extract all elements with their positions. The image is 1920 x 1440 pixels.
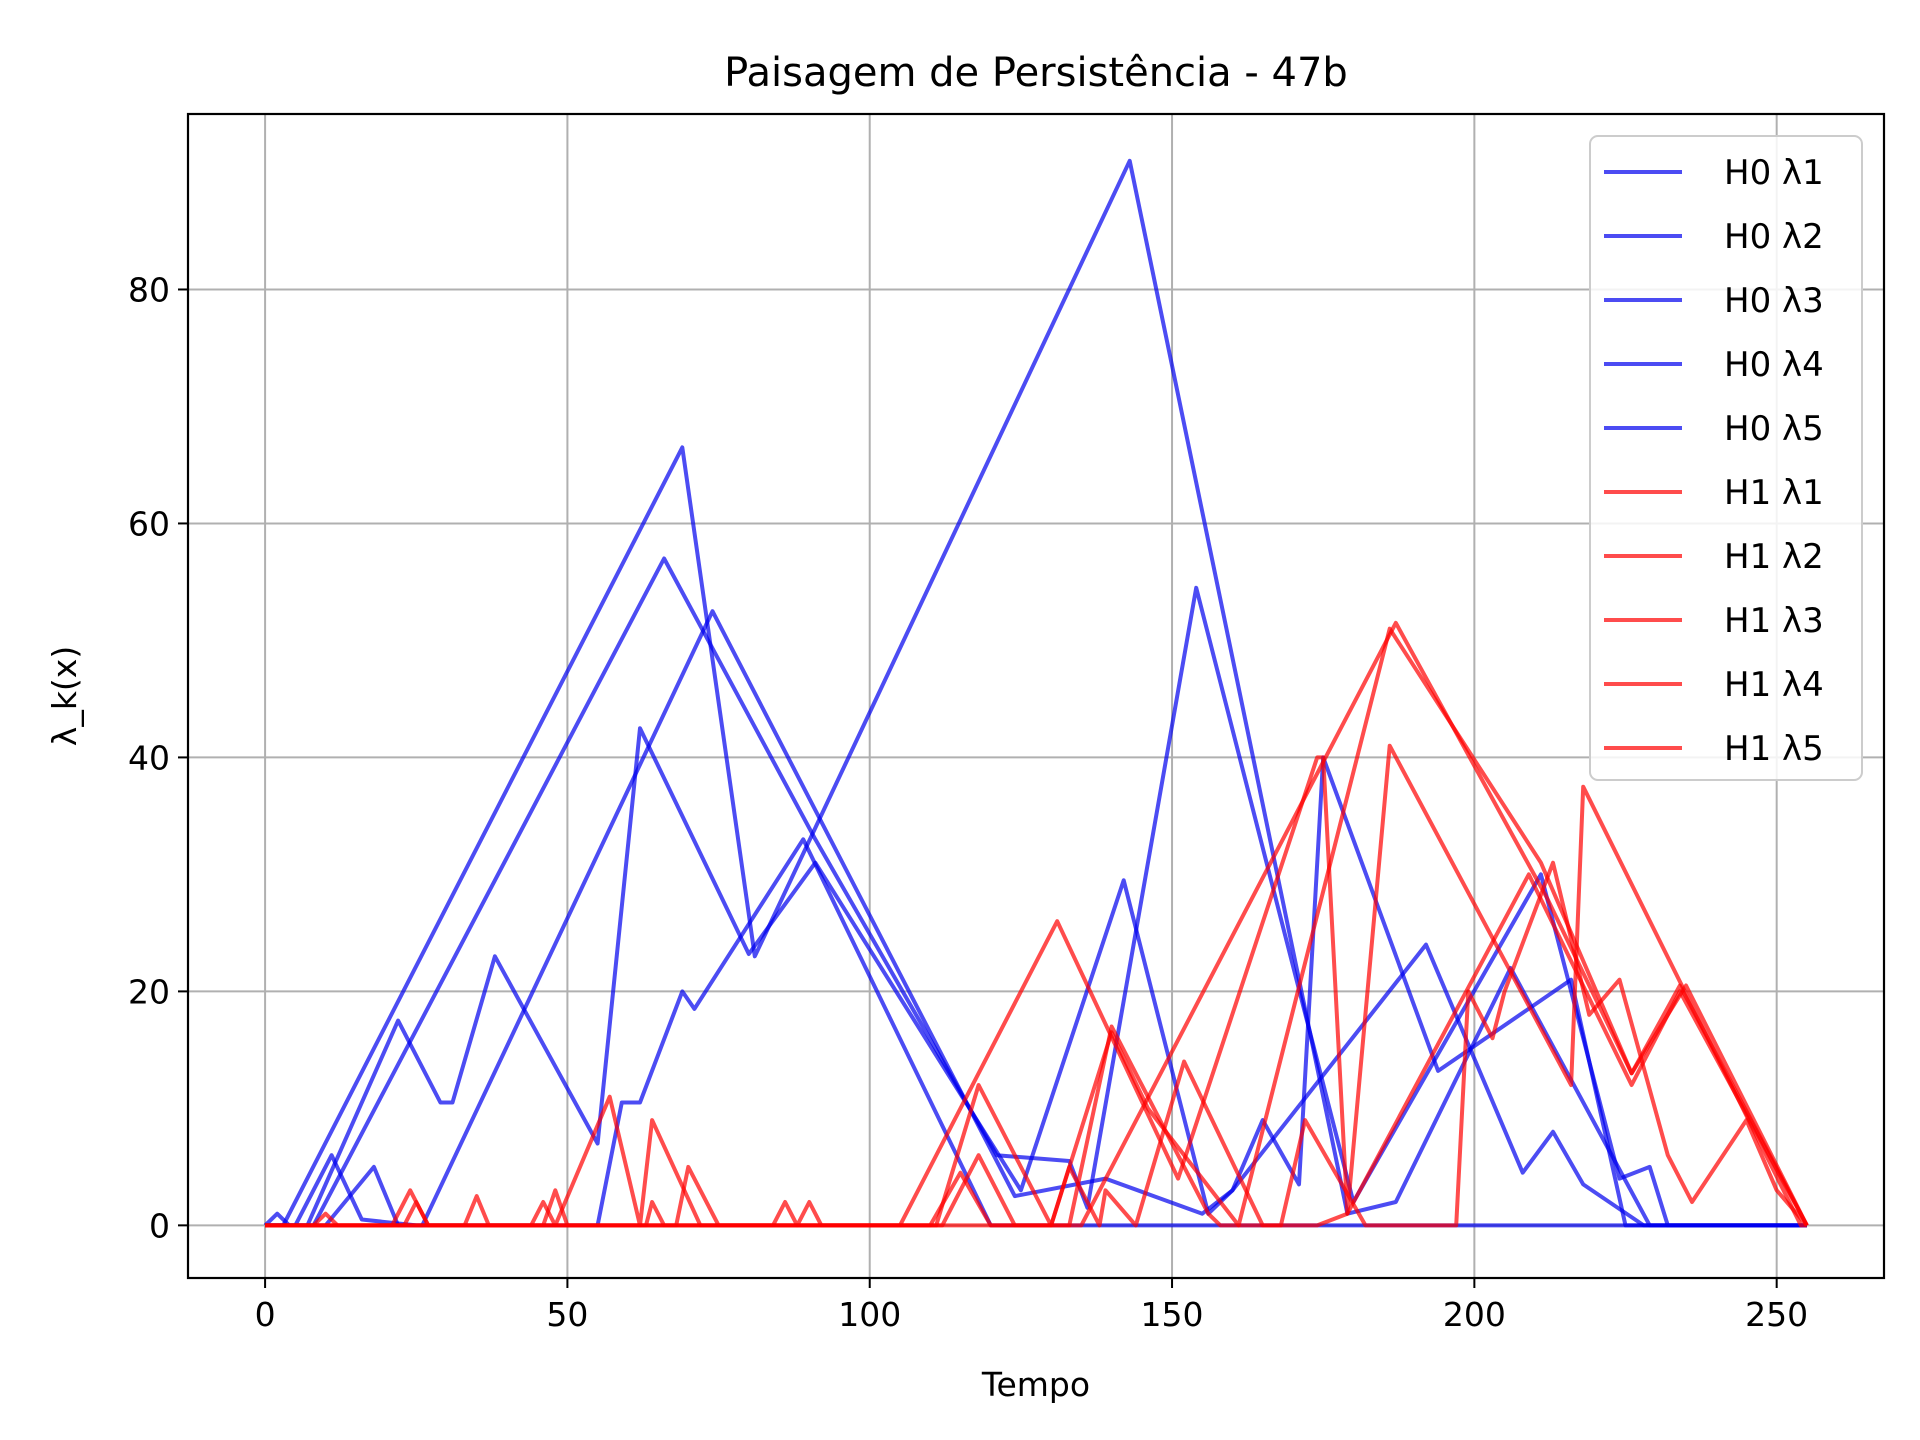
x-tick-label: 0 xyxy=(255,1295,276,1334)
y-axis-label: λ_k(x) xyxy=(45,646,84,746)
legend-label: H0 λ3 xyxy=(1724,281,1824,321)
legend-label: H1 λ4 xyxy=(1724,665,1824,705)
x-tick-label: 200 xyxy=(1443,1295,1506,1334)
plot-frame xyxy=(186,112,1886,1280)
series-line-10 xyxy=(265,860,1809,1228)
legend: H0 λ1 H0 λ2 H0 λ3 H0 λ4 H0 λ5 H1 λ1 H1 λ2 H1 λ3… xyxy=(1589,135,1863,781)
x-axis-label: Tempo xyxy=(981,1365,1090,1404)
legend-label: H1 λ2 xyxy=(1724,537,1824,577)
y-axis: 0 20 40 60 80 xyxy=(128,270,188,1245)
series-line-5 xyxy=(265,837,1807,1228)
y-tick-label: 40 xyxy=(128,738,170,777)
series-line-3 xyxy=(265,726,1807,1228)
legend-label: H0 λ2 xyxy=(1724,217,1824,257)
legend-label: H0 λ5 xyxy=(1724,409,1824,449)
y-tick-label: 20 xyxy=(128,972,170,1011)
series-line-4 xyxy=(265,609,1807,1228)
y-tick-label: 80 xyxy=(128,270,170,309)
legend-label: H1 λ3 xyxy=(1724,601,1824,641)
y-tick-label: 0 xyxy=(149,1206,170,1245)
x-tick-label: 150 xyxy=(1141,1295,1204,1334)
legend-label: H0 λ4 xyxy=(1724,345,1824,385)
series-line-6 xyxy=(265,620,1809,1228)
chart-title: Paisagem de Persistência - 47b xyxy=(724,50,1348,96)
x-axis: 0 50 100 150 200 250 xyxy=(255,1278,1808,1334)
legend-label: H1 λ1 xyxy=(1724,473,1824,513)
x-tick-label: 100 xyxy=(838,1295,901,1334)
series-line-1 xyxy=(265,158,1807,1228)
series-line-8 xyxy=(265,743,1807,1228)
legend-label: H1 λ5 xyxy=(1724,729,1824,769)
series-layer xyxy=(263,158,1809,1228)
y-tick-label: 60 xyxy=(128,504,170,543)
legend-label: H0 λ1 xyxy=(1724,153,1824,193)
x-tick-label: 250 xyxy=(1745,1295,1808,1334)
x-tick-label: 50 xyxy=(546,1295,588,1334)
